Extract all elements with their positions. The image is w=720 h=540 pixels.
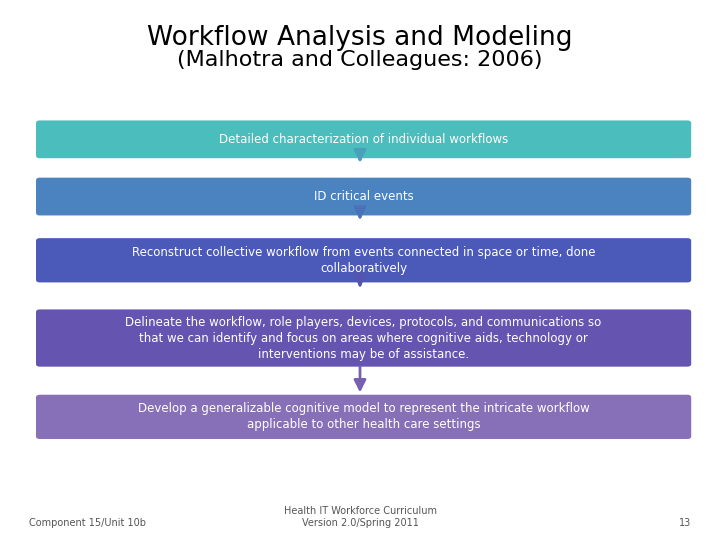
Text: Workflow Analysis and Modeling: Workflow Analysis and Modeling xyxy=(148,25,572,51)
Text: (Malhotra and Colleagues: 2006): (Malhotra and Colleagues: 2006) xyxy=(177,50,543,71)
FancyBboxPatch shape xyxy=(36,309,691,367)
Text: 13: 13 xyxy=(679,518,691,528)
Text: Detailed characterization of individual workflows: Detailed characterization of individual … xyxy=(219,133,508,146)
FancyBboxPatch shape xyxy=(36,178,691,215)
Text: Reconstruct collective workflow from events connected in space or time, done
col: Reconstruct collective workflow from eve… xyxy=(132,246,595,275)
FancyBboxPatch shape xyxy=(36,120,691,158)
FancyBboxPatch shape xyxy=(36,238,691,282)
Text: ID critical events: ID critical events xyxy=(314,190,413,203)
FancyBboxPatch shape xyxy=(36,395,691,439)
Text: Health IT Workforce Curriculum
Version 2.0/Spring 2011: Health IT Workforce Curriculum Version 2… xyxy=(284,506,436,528)
Text: Delineate the workflow, role players, devices, protocols, and communications so
: Delineate the workflow, role players, de… xyxy=(125,315,602,361)
Text: Component 15/Unit 10b: Component 15/Unit 10b xyxy=(29,518,145,528)
Text: Develop a generalizable cognitive model to represent the intricate workflow
appl: Develop a generalizable cognitive model … xyxy=(138,402,590,431)
